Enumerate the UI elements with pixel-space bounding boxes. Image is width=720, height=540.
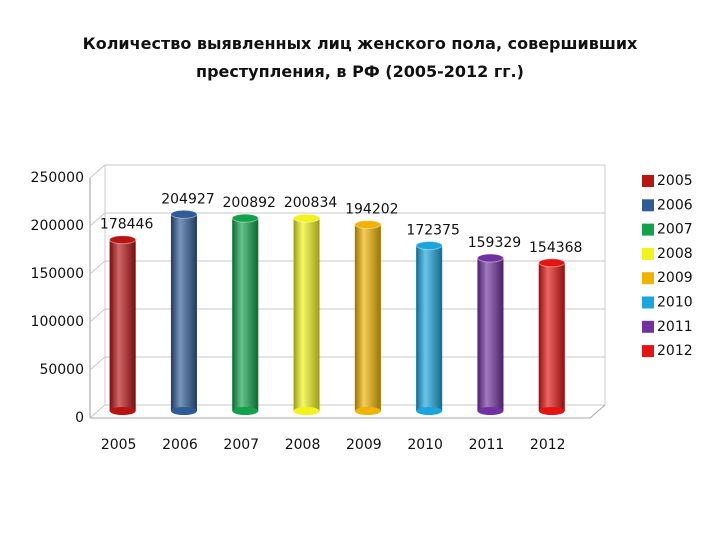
grid-line [89, 356, 605, 371]
bar-top [109, 235, 137, 245]
legend-label: 2008 [657, 246, 693, 262]
legend-swatch [642, 320, 654, 333]
bar-shade [293, 218, 320, 411]
x-tick-label: 2005 [101, 437, 137, 453]
value-label: 178446 [100, 217, 154, 233]
grid-line [89, 164, 605, 179]
value-label: 194202 [345, 202, 398, 218]
y-tick-label: 250000 [31, 170, 84, 186]
bar-bottom [416, 407, 443, 415]
bar-top [476, 253, 504, 263]
x-tick-label: 2006 [162, 437, 198, 453]
legend-swatch [642, 199, 654, 212]
legend-label: 2006 [657, 197, 693, 213]
y-tick-label: 150000 [31, 266, 84, 282]
bar-bottom [477, 407, 504, 415]
bar-shade [477, 258, 504, 411]
legend-label: 2005 [657, 173, 693, 189]
value-label: 172375 [406, 223, 459, 239]
legend-swatch [642, 345, 654, 358]
grid-line [89, 212, 605, 227]
chart-title: Количество выявленных лиц женского пола,… [82, 34, 638, 81]
x-tick-label: 2010 [407, 437, 443, 453]
value-label: 159329 [468, 235, 521, 251]
bar-shade [232, 218, 259, 411]
bar-bottom [538, 407, 565, 415]
bar-shade [109, 239, 136, 411]
bar-top [231, 213, 259, 223]
bar-bottom [293, 407, 320, 415]
bar-top [415, 241, 443, 251]
y-tick-label: 0 [75, 410, 84, 426]
value-label: 200892 [223, 195, 276, 211]
legend-label: 2009 [657, 270, 693, 286]
legend-label: 2010 [657, 295, 693, 311]
x-tick-label: 2011 [469, 437, 505, 453]
value-label: 200834 [284, 195, 338, 211]
floor-line [589, 404, 606, 419]
bar-bottom [232, 407, 259, 415]
bar-top [354, 220, 382, 230]
bar-top [293, 213, 321, 223]
legend-swatch [642, 272, 654, 285]
legend-swatch [642, 247, 654, 260]
legend-swatch [642, 175, 654, 187]
bar-shade [538, 262, 565, 411]
x-tick-label: 2008 [285, 437, 321, 453]
x-tick-label: 2009 [346, 437, 382, 453]
legend-swatch [642, 296, 654, 309]
bar-bottom [109, 407, 136, 415]
bar-bottom [170, 407, 197, 415]
bar-bottom [354, 407, 381, 415]
x-tick-label: 2012 [530, 437, 566, 453]
bar-shade [416, 245, 443, 411]
bar-top [538, 258, 566, 268]
y-tick-label: 200000 [31, 218, 84, 234]
legend-label: 2011 [657, 319, 693, 335]
legend-swatch [642, 223, 654, 236]
bar-top [170, 209, 198, 219]
y-tick-label: 100000 [31, 314, 84, 330]
grid-line [89, 308, 605, 323]
y-tick-label: 50000 [39, 362, 84, 378]
legend-label: 2007 [657, 222, 693, 238]
grid-line [89, 404, 605, 419]
value-label: 204927 [161, 191, 214, 207]
x-tick-label: 2007 [223, 437, 259, 453]
grid-line [89, 260, 605, 275]
bar-shade [170, 214, 197, 411]
legend-label: 2012 [657, 343, 693, 359]
bar-shade [354, 224, 381, 411]
value-label: 154368 [529, 240, 582, 256]
